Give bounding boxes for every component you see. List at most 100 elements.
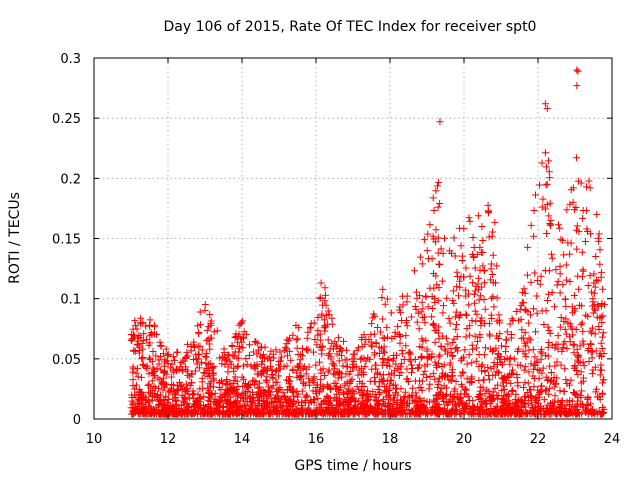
data-point [422,336,430,344]
data-point [474,280,482,288]
data-point [169,353,177,361]
data-point [318,312,326,320]
data-point [183,384,191,392]
data-point [423,360,431,368]
data-point [174,386,182,394]
data-point [272,346,280,354]
data-point [566,277,574,285]
data-point [251,365,259,373]
data-point [512,308,520,316]
data-point [131,385,139,393]
data-point [139,360,147,368]
data-point [289,385,297,393]
data-point [457,242,465,250]
data-point [178,391,186,399]
data-point [541,149,549,157]
data-point [281,393,289,401]
data-point [419,305,427,313]
data-point [571,405,579,413]
data-point [583,407,591,415]
data-point [261,354,269,362]
data-point [542,351,550,359]
data-point [564,239,572,247]
data-point [133,340,141,348]
data-point [439,309,447,317]
data-point [399,301,407,309]
data-point [288,387,296,395]
data-point [220,349,228,357]
data-point [150,366,158,374]
data-point [324,351,332,359]
data-point [466,322,474,330]
data-point [394,322,402,330]
data-point [316,336,324,344]
data-point [403,375,411,383]
data-point [527,360,535,368]
data-point [546,199,554,207]
data-point [435,178,443,186]
data-point [500,386,508,394]
data-point [297,375,305,383]
data-point [129,365,137,373]
data-point [293,344,301,352]
data-point [577,387,585,395]
data-point [296,356,304,364]
data-point [552,340,560,348]
data-point [478,283,486,291]
data-point [276,385,284,393]
data-point [205,387,213,395]
data-point [371,391,379,399]
data-point [310,409,318,417]
data-point [381,300,389,308]
data-point [451,410,459,418]
data-point [544,377,552,385]
data-point [599,376,607,384]
data-point [544,157,552,165]
data-point [575,352,583,360]
data-point [381,383,389,391]
data-point [368,365,376,373]
data-point [333,401,341,409]
data-point [183,348,191,356]
data-point [434,380,442,388]
data-point [503,328,511,336]
data-point [413,318,421,326]
data-point [358,354,366,362]
data-point [416,377,424,385]
data-point [589,295,597,303]
data-point [564,319,572,327]
data-point [190,343,198,351]
data-point [527,392,535,400]
data-point [439,332,447,340]
data-point [479,376,487,384]
data-point [318,342,326,350]
data-point [580,362,588,370]
data-point [520,285,528,293]
data-point [579,337,587,345]
data-point [556,262,564,270]
data-point [358,391,366,399]
data-point [233,385,241,393]
data-point [448,407,456,415]
data-point [468,359,476,367]
data-point [579,358,587,366]
data-point [434,203,442,211]
data-point [573,226,581,234]
data-point [252,408,260,416]
data-point [345,409,353,417]
grid-lines [94,58,612,419]
data-point [306,323,314,331]
data-point [159,350,167,358]
data-point [160,395,168,403]
data-point [170,368,178,376]
data-point [194,355,202,363]
data-point [210,328,218,336]
data-point [598,389,606,397]
data-point [364,395,372,403]
data-point [405,349,413,357]
data-point [407,361,415,369]
data-point [542,307,550,315]
data-point [442,334,450,342]
data-point [469,233,477,241]
data-point [412,288,420,296]
